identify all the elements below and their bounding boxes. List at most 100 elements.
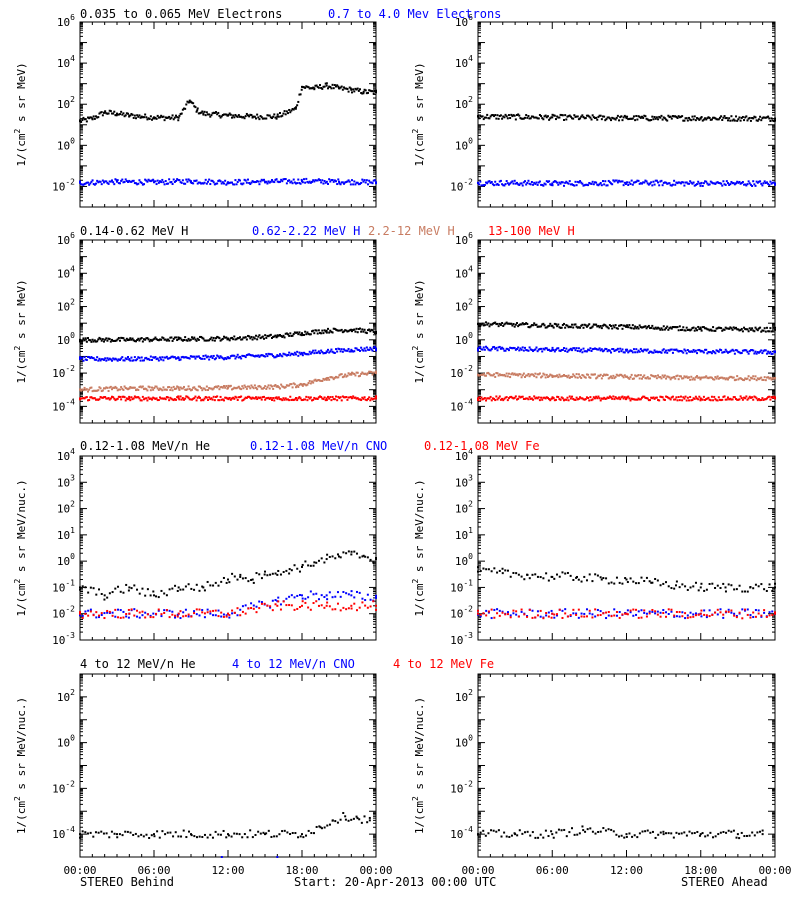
data-point [529,117,532,120]
data-point [360,346,363,349]
panel-frame [477,21,776,208]
data-point [288,568,291,571]
data-point [131,179,134,182]
data-point [171,610,174,613]
data-point [88,388,91,391]
data-point [626,396,629,399]
data-point [264,355,267,358]
data-point [571,375,574,378]
data-point [321,397,324,400]
data-point [305,333,308,336]
data-point [548,324,551,327]
data-point [325,84,328,87]
data-point [276,334,279,337]
data-point [87,337,89,340]
data-point [650,396,653,399]
data-point [580,348,583,351]
data-point [217,615,220,618]
data-point [530,397,533,400]
data-point [739,119,742,122]
data-point [363,347,366,350]
data-point [315,600,318,603]
data-point [121,387,124,390]
data-point [258,600,261,603]
data-point [325,180,328,183]
data-point [100,592,103,595]
data-point [211,112,214,115]
data-point [767,330,770,333]
data-point [643,395,646,398]
data-point [353,350,356,353]
data-point [352,350,355,353]
data-point [522,323,525,326]
data-point [214,609,217,612]
data-point [187,396,190,399]
data-point [357,183,360,186]
data-point [108,611,111,614]
data-point [293,351,296,354]
data-point [152,612,155,615]
data-point [184,397,187,400]
data-point [177,119,180,122]
data-point [494,114,497,117]
data-point [224,179,227,182]
data-point [224,113,227,116]
data-point [144,387,147,390]
data-point [131,113,134,116]
data-point [721,351,724,354]
data-point [131,386,134,389]
data-point [217,179,220,182]
data-point [363,179,366,182]
data-point [525,349,528,352]
data-point [637,374,640,377]
data-point [774,119,776,122]
data-point [303,351,305,354]
data-point [103,387,105,390]
data-point [122,359,125,362]
data-point [269,180,272,183]
data-point [170,386,173,389]
data-point [623,181,626,184]
data-point [605,325,608,328]
data-point [512,182,515,185]
data-point [707,377,710,380]
data-point [136,183,139,186]
data-point [577,347,580,350]
data-point [506,348,509,351]
data-point [179,386,182,389]
data-point [589,396,592,399]
data-point [100,612,103,615]
data-point [554,180,557,183]
data-point [87,609,90,612]
data-point [217,584,220,587]
data-point [240,182,243,185]
data-point [256,355,259,358]
data-point [668,376,671,379]
data-point [301,383,303,386]
data-point [619,347,622,350]
data-point [639,326,642,329]
data-point [209,387,212,390]
data-point [552,326,555,329]
data-point [720,115,723,118]
data-point [308,380,311,383]
data-point [511,347,514,350]
data-point [359,88,361,91]
data-point [668,349,671,352]
data-point [356,87,359,90]
data-point [276,354,279,357]
data-point [669,326,672,329]
data-point [739,182,742,185]
data-point [136,358,139,361]
data-point [712,399,715,402]
data-point [109,385,112,388]
data-point [748,350,751,353]
data-point [359,374,361,377]
data-point [273,399,276,402]
data-point [178,388,181,391]
data-point [553,322,556,325]
data-point [538,180,541,183]
data-point [128,612,131,615]
data-point [667,375,670,378]
data-point [252,581,255,584]
